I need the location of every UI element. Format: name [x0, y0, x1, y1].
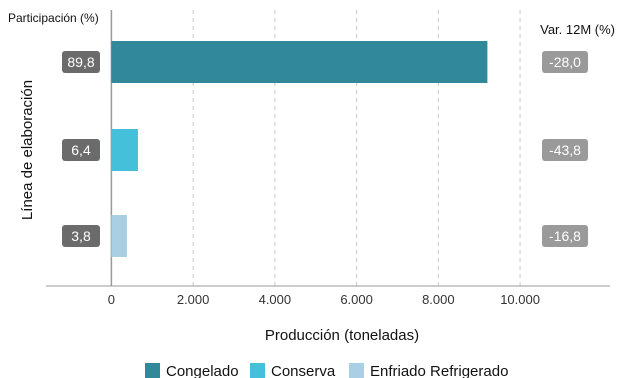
variation-label-box — [542, 51, 588, 73]
bar-enfriado-refrigerado — [111, 215, 127, 257]
x-axis-title: Producción (toneladas) — [265, 327, 419, 344]
x-tick-label: 10.000 — [500, 292, 540, 307]
share-label-box — [62, 139, 100, 161]
variation-label-box — [542, 139, 588, 161]
share-label: 3,8 — [71, 228, 91, 244]
legend-label: Conserva — [271, 363, 336, 378]
x-tick-label: 0 — [108, 292, 115, 307]
bars — [111, 41, 488, 257]
gridlines — [192, 10, 521, 286]
bar-congelado — [111, 41, 488, 83]
legend-label: Enfriado Refrigerado — [370, 363, 508, 378]
variation-label-box — [542, 225, 588, 247]
share-labels: 89,8 6,4 3,8 — [62, 51, 100, 247]
variation-label: -43,8 — [549, 142, 581, 158]
share-label-box — [62, 51, 100, 73]
share-header: Participación (%) — [8, 11, 99, 25]
x-tick-label: 2.000 — [177, 292, 210, 307]
variation-labels: -28,0 -43,8 -16,8 — [542, 51, 588, 247]
x-tick-label: 6.000 — [340, 292, 373, 307]
legend-label: Congelado — [166, 363, 239, 378]
legend-swatch — [250, 363, 265, 378]
variation-header: Var. 12M (%) — [540, 22, 615, 37]
y-axis-title: Línea de elaboración — [19, 80, 36, 220]
legend-swatch — [145, 363, 160, 378]
variation-label: -16,8 — [549, 228, 581, 244]
share-label: 6,4 — [71, 142, 91, 158]
legend-swatch — [349, 363, 364, 378]
x-tick-labels: 0 2.000 4.000 6.000 8.000 10.000 — [108, 292, 540, 307]
bar-conserva — [111, 129, 138, 171]
share-label-box — [62, 225, 100, 247]
legend: Congelado Conserva Enfriado Refrigerado — [145, 363, 508, 378]
share-label: 89,8 — [67, 54, 94, 70]
variation-label: -28,0 — [549, 54, 581, 70]
x-tick-label: 4.000 — [259, 292, 292, 307]
x-tick-label: 8.000 — [422, 292, 455, 307]
